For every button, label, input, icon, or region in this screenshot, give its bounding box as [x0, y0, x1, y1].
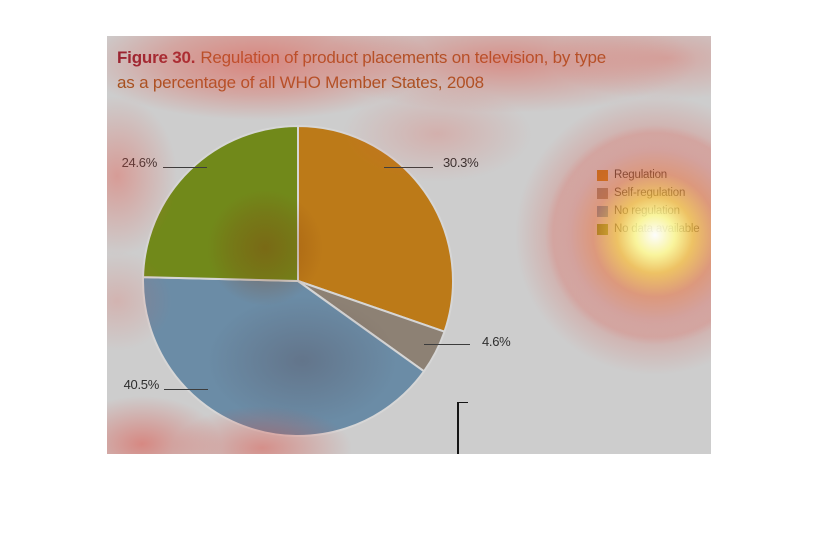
- legend-swatch-no-regulation: [597, 205, 608, 217]
- legend-item-no-data-available: No data available: [597, 223, 700, 235]
- cropped-artifact-line: [457, 402, 459, 454]
- pct-label-self-regulation: 4.6%: [482, 334, 511, 349]
- legend-swatch-self-regulation: [597, 187, 608, 199]
- leader-line-no-data-available: [163, 167, 207, 168]
- legend-swatch-no-data-available: [597, 223, 608, 235]
- cropped-artifact-tick: [457, 402, 468, 403]
- legend-label-no-regulation: No regulation: [614, 205, 680, 217]
- legend-label-self-regulation: Self-regulation: [614, 187, 686, 199]
- pct-label-no-data-available: 24.6%: [121, 155, 158, 170]
- leader-line-self-regulation: [424, 344, 470, 345]
- pct-label-no-regulation: 40.5%: [123, 377, 160, 392]
- legend-item-self-regulation: Self-regulation: [597, 187, 699, 199]
- legend-label-no-data-available: No data available: [614, 223, 700, 235]
- pie-slice-no-data-available: [142, 125, 299, 282]
- legend-item-regulation: Regulation: [597, 169, 699, 181]
- figure-panel: Figure 30. Regulation of product placemen…: [107, 36, 711, 454]
- legend: Regulation Self-regulation No regulation…: [597, 169, 700, 241]
- legend-swatch-regulation: [597, 169, 608, 181]
- pct-label-regulation: 30.3%: [443, 155, 479, 170]
- leader-line-regulation: [384, 167, 433, 168]
- legend-item-no-regulation: No regulation: [597, 205, 699, 217]
- leader-line-no-regulation: [164, 389, 208, 390]
- pie-chart: [142, 125, 454, 437]
- legend-label-regulation: Regulation: [614, 169, 667, 181]
